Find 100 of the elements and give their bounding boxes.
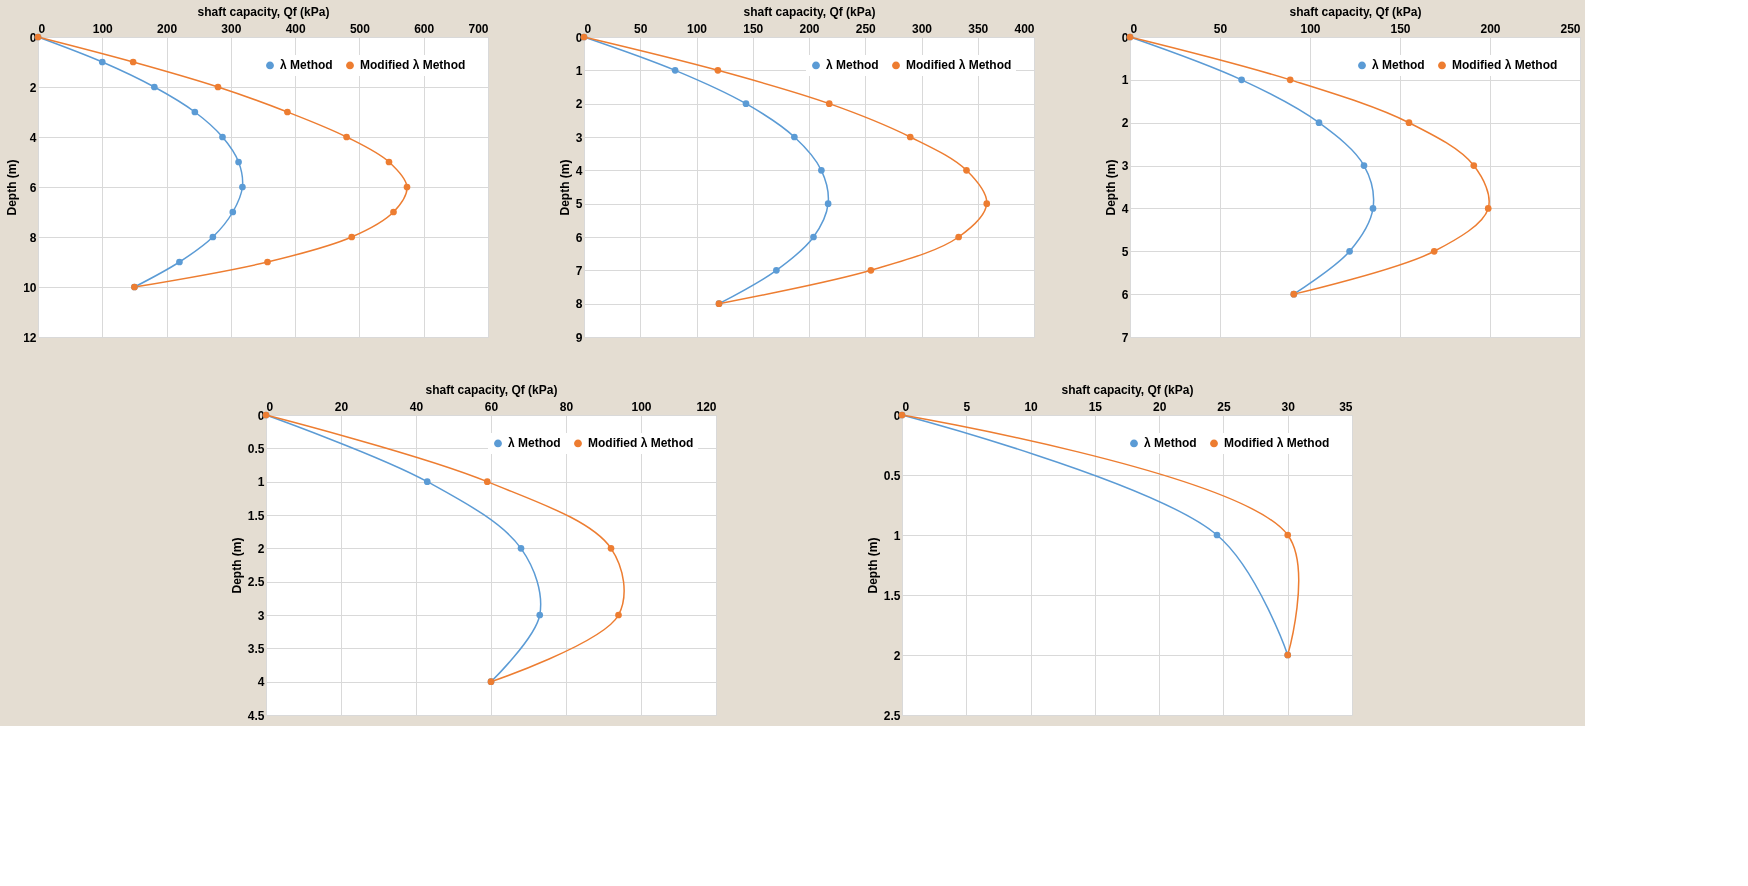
legend-label: Modified λ Method	[1452, 58, 1558, 73]
legend-label: λ Method	[1144, 436, 1197, 451]
point	[1346, 247, 1353, 255]
x-tick-label: 100	[686, 21, 708, 36]
y-tick-label: 10	[23, 280, 37, 295]
point	[343, 133, 350, 141]
y-tick-label: 3.5	[247, 641, 265, 656]
point	[1484, 205, 1492, 212]
x-tick-label: 50	[1213, 21, 1228, 36]
y-tick-label: 1.5	[247, 508, 265, 523]
y-tick-label: 4	[575, 163, 583, 178]
y-tick-label: 2	[257, 541, 265, 556]
legend-label: Modified λ Method	[360, 58, 466, 73]
x-tick-label: 60	[484, 399, 499, 414]
point	[906, 133, 914, 141]
y-tick-label: 4	[1121, 201, 1129, 216]
point	[191, 108, 199, 116]
y-tick-label: 1.5	[883, 588, 901, 603]
y-tick-label: 7	[575, 263, 583, 278]
y-axis-title: Depth (m)	[5, 159, 20, 216]
y-tick-label: 0.5	[247, 441, 265, 456]
y-tick-label: 5	[575, 197, 583, 212]
x-tick-label: 80	[559, 399, 574, 414]
y-tick-label: 1	[893, 528, 901, 543]
y-tick-label: 4	[257, 675, 265, 690]
y-tick-label: 12	[23, 330, 37, 345]
legend-label: λ Method	[826, 58, 879, 73]
x-axis-title: shaft capacity, Qf (kPa)	[743, 4, 876, 19]
point	[98, 58, 106, 66]
legend-label: Modified λ Method	[1224, 436, 1330, 451]
x-tick-label: 150	[743, 21, 764, 36]
legend-label: λ Method	[280, 58, 333, 73]
point	[607, 544, 615, 552]
point	[214, 83, 222, 91]
y-tick-label: 4	[29, 130, 37, 145]
point	[229, 208, 237, 216]
point	[810, 233, 817, 241]
x-tick-label: 20	[334, 399, 349, 414]
x-tick-label: 40	[409, 399, 424, 414]
y-tick-label: 7	[1121, 330, 1129, 345]
y-tick-label: 2	[29, 80, 37, 95]
x-tick-label: 200	[799, 21, 820, 36]
point	[536, 611, 544, 619]
point	[615, 611, 622, 619]
y-tick-label: 8	[29, 230, 37, 245]
point	[129, 58, 137, 66]
point	[517, 544, 525, 552]
point	[791, 133, 798, 141]
point	[219, 133, 226, 141]
point	[284, 108, 291, 116]
point	[1286, 76, 1294, 84]
point	[963, 166, 970, 174]
point	[1405, 119, 1413, 127]
point	[867, 266, 875, 274]
x-tick-label: 100	[1300, 21, 1321, 36]
point	[983, 200, 991, 208]
legend-label: Modified λ Method	[906, 58, 1012, 73]
y-axis-title: Depth (m)	[229, 537, 244, 594]
point	[825, 100, 833, 108]
point	[824, 200, 832, 208]
y-tick-label: 3	[575, 130, 583, 145]
x-tick-label: 400	[1014, 21, 1035, 36]
legend-label: λ Method	[508, 436, 561, 451]
point	[235, 158, 242, 166]
point	[671, 66, 679, 74]
y-tick-label: 3	[1121, 159, 1129, 174]
x-tick-label: 5	[963, 399, 971, 414]
point	[151, 83, 158, 91]
x-axis-title: shaft capacity, Qf (kPa)	[1289, 4, 1422, 19]
legend-label: Modified λ Method	[588, 436, 694, 451]
point	[423, 478, 431, 486]
y-tick-label: 9	[575, 330, 583, 345]
x-tick-label: 100	[92, 21, 114, 36]
point	[1284, 531, 1292, 539]
x-tick-label: 700	[468, 21, 489, 36]
y-tick-label: 5	[1121, 244, 1129, 259]
point	[1360, 162, 1368, 169]
y-axis-title: Depth (m)	[1103, 159, 1118, 216]
x-tick-label: 500	[349, 21, 371, 36]
x-tick-label: 300	[911, 21, 933, 36]
y-tick-label: 0.5	[883, 468, 901, 483]
x-tick-label: 50	[634, 21, 648, 36]
point	[773, 266, 780, 274]
point	[264, 258, 271, 266]
x-tick-label: 150	[1390, 21, 1411, 36]
point	[1315, 119, 1323, 127]
point	[390, 208, 397, 216]
point	[348, 233, 356, 241]
x-tick-label: 300	[221, 21, 242, 36]
y-tick-label: 4.5	[247, 708, 265, 723]
x-tick-label: 15	[1088, 399, 1103, 414]
y-tick-label: 2	[1121, 116, 1129, 131]
y-tick-label: 8	[575, 297, 583, 312]
y-tick-label: 2	[575, 97, 583, 112]
point	[403, 183, 411, 191]
x-tick-label: 350	[968, 21, 989, 36]
point	[239, 183, 246, 191]
x-tick-label: 250	[1560, 21, 1581, 36]
x-axis-title: shaft capacity, Qf (kPa)	[425, 382, 558, 397]
x-tick-label: 10	[1024, 399, 1039, 414]
